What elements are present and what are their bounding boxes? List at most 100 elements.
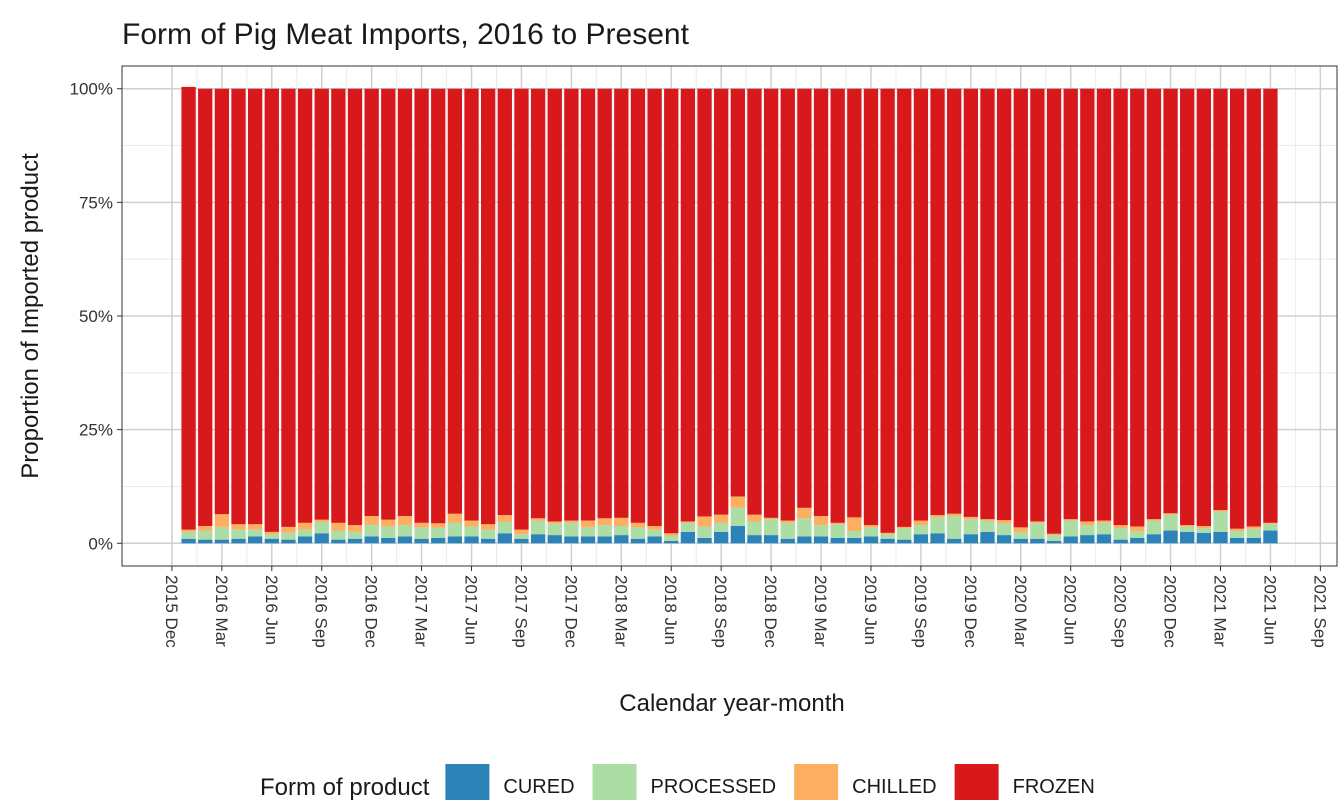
- bar-segment: [1263, 530, 1278, 544]
- x-tick-label: 2019 Dec: [961, 575, 980, 648]
- bar-segment: [697, 516, 712, 527]
- x-tick-label: 2018 Mar: [611, 575, 630, 647]
- bar-segment: [963, 516, 978, 520]
- bar-segment: [630, 527, 646, 539]
- bar-segment: [714, 522, 729, 532]
- bar-segment: [281, 526, 296, 533]
- bar-segment: [530, 88, 546, 519]
- y-axis-title: Proportion of Imported product: [17, 153, 44, 479]
- bar-segment: [264, 531, 279, 535]
- bar-segment: [1229, 531, 1245, 538]
- bar-segment: [930, 533, 945, 544]
- bar-segment: [680, 521, 696, 523]
- bar-segment: [381, 519, 396, 527]
- bar-segment: [1013, 88, 1028, 528]
- y-tick-label: 50%: [79, 307, 113, 326]
- bar-segment: [1146, 520, 1162, 535]
- bar-segment: [880, 532, 895, 535]
- bar-segment: [730, 507, 745, 526]
- bar-segment: [1030, 538, 1045, 544]
- bar-segment: [314, 88, 329, 520]
- bar-segment: [547, 523, 562, 536]
- bar-segment: [664, 535, 679, 541]
- bar-segment: [647, 536, 662, 544]
- bar-segment: [730, 526, 745, 544]
- legend-swatch: [592, 764, 637, 800]
- bar-segment: [564, 536, 579, 544]
- bar-segment: [996, 523, 1012, 536]
- bar-segment: [847, 88, 862, 518]
- bar-segment: [414, 88, 429, 523]
- bar-segment: [1246, 528, 1261, 538]
- bar-segment: [1196, 532, 1212, 544]
- bar-segment: [1113, 539, 1128, 544]
- bar-segment: [863, 536, 879, 544]
- bar-segment: [331, 539, 346, 544]
- bar-segment: [414, 538, 429, 544]
- bar-segment: [198, 530, 213, 540]
- bar-segment: [714, 88, 729, 515]
- bar-segment: [1096, 522, 1112, 535]
- legend-swatch: [794, 764, 839, 800]
- x-tick-label: 2017 Dec: [561, 575, 580, 648]
- bar-segment: [830, 88, 845, 523]
- bar-segment: [514, 538, 529, 544]
- bar-segment: [1163, 530, 1178, 544]
- bar-segment: [1196, 528, 1212, 533]
- bar-segment: [830, 537, 845, 544]
- y-tick-label: 75%: [79, 193, 113, 212]
- bar-segment: [1130, 88, 1145, 527]
- bar-segment: [1063, 519, 1078, 521]
- y-tick-label: 100%: [70, 80, 113, 99]
- bar-segment: [564, 88, 579, 521]
- bar-segment: [431, 88, 446, 524]
- bar-segment: [231, 88, 246, 525]
- bar-segment: [847, 531, 862, 538]
- bar-segment: [797, 536, 812, 544]
- bar-segment: [264, 538, 279, 544]
- bar-segment: [281, 539, 296, 544]
- bar-segment: [181, 529, 196, 532]
- bar-segment: [863, 88, 879, 526]
- x-axis-title: Calendar year-month: [619, 690, 844, 717]
- bar-segment: [1080, 525, 1095, 536]
- bar-segment: [381, 537, 396, 544]
- bar-segment: [1229, 528, 1245, 531]
- bar-segment: [947, 538, 962, 544]
- x-tick-label: 2020 Dec: [1161, 575, 1180, 648]
- bar-segment: [1113, 88, 1128, 526]
- bar-segment: [497, 515, 512, 522]
- bar-segment: [198, 526, 213, 531]
- x-tick-label: 2019 Mar: [811, 575, 830, 647]
- bar-segment: [530, 534, 546, 544]
- legend-label: CHILLED: [852, 776, 936, 798]
- bar-segment: [847, 517, 862, 531]
- x-tick-label: 2020 Jun: [1061, 575, 1080, 645]
- bar-segment: [1096, 534, 1112, 544]
- bar-segment: [830, 524, 845, 538]
- bar-segment: [630, 88, 646, 523]
- bar-segment: [414, 527, 429, 539]
- bar-segment: [963, 534, 978, 544]
- bar-segment: [514, 534, 529, 539]
- bar-segment: [214, 88, 230, 515]
- bar-segment: [347, 88, 363, 526]
- bar-segment: [1196, 526, 1212, 529]
- bar-segment: [1046, 535, 1062, 541]
- bar-segment: [913, 525, 929, 535]
- bar-segment: [797, 507, 812, 519]
- bar-segment: [614, 526, 629, 536]
- bar-segment: [231, 529, 246, 539]
- bar-segment: [963, 519, 978, 535]
- bar-segment: [863, 527, 879, 537]
- bar-segment: [730, 496, 745, 508]
- bar-segment: [880, 538, 895, 544]
- bar-segment: [331, 522, 346, 531]
- bar-segment: [780, 538, 795, 544]
- bar-segment: [214, 526, 230, 540]
- bar-segment: [464, 88, 479, 521]
- x-tick-label: 2021 Sep: [1310, 575, 1329, 648]
- bar-segment: [247, 524, 263, 530]
- bar-segment: [1096, 520, 1112, 523]
- legend-swatch: [445, 764, 490, 800]
